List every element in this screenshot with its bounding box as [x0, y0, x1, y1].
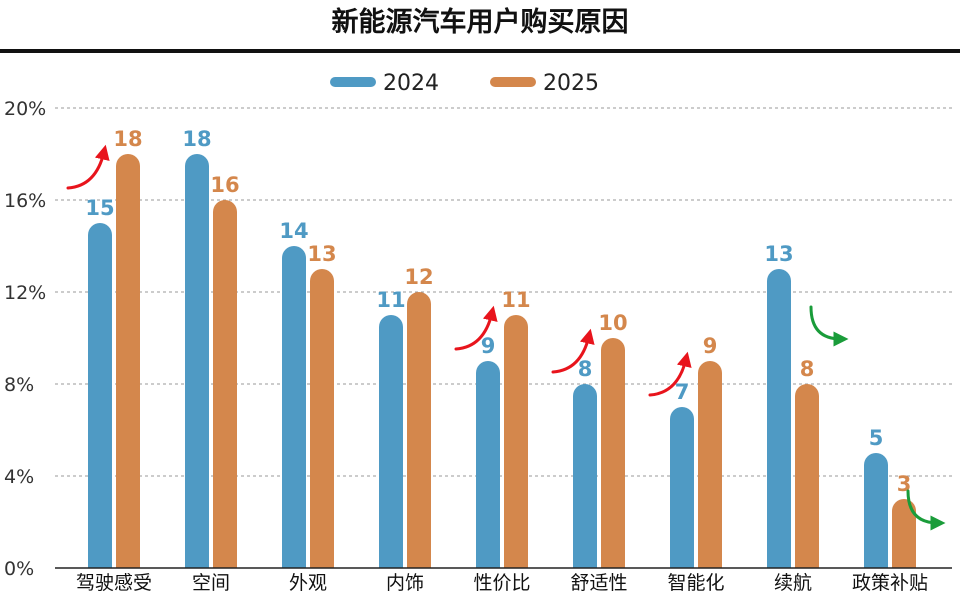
legend-swatch-2024 [330, 77, 376, 87]
bar-2024-3 [282, 246, 306, 568]
x-tick-label: 续航 [774, 572, 812, 594]
data-label-2024-8: 13 [764, 242, 793, 266]
x-tick-label: 内饰 [386, 572, 424, 594]
bars [88, 154, 916, 568]
bar-2024-9 [864, 453, 888, 568]
legend-label-2025: 2025 [543, 71, 599, 96]
data-label-2025-3: 13 [307, 242, 336, 266]
chart-title: 新能源汽车用户购买原因 [332, 6, 629, 38]
data-label-2025-4: 12 [404, 265, 433, 289]
y-tick-label: 20% [4, 98, 46, 120]
bar-2025-4 [407, 292, 431, 568]
y-tick-label: 12% [4, 282, 46, 304]
bar-2024-7 [670, 407, 694, 568]
y-tick-label: 8% [4, 374, 34, 396]
data-label-2024-5: 9 [481, 334, 496, 358]
down-trend-arrow-icon [809, 305, 849, 347]
data-label-2024-3: 14 [279, 219, 308, 243]
y-tick-label: 16% [4, 190, 46, 212]
bar-2025-6 [601, 338, 625, 568]
bar-2025-1 [116, 154, 140, 568]
data-label-2025-2: 16 [210, 173, 239, 197]
data-label-2025-8: 8 [800, 357, 815, 381]
bar-2025-5 [504, 315, 528, 568]
down-trend-arrow-icon [906, 489, 946, 531]
title-rule [0, 49, 960, 53]
up-trend-arrow-icon [648, 351, 692, 397]
x-tick-label: 智能化 [667, 572, 724, 594]
y-tick-label: 4% [4, 466, 34, 488]
bar-2024-2 [185, 154, 209, 568]
up-trend-arrow-icon [66, 144, 110, 190]
legend-label-2024: 2024 [383, 71, 439, 96]
x-tick-label: 空间 [192, 572, 230, 594]
data-label-2024-1: 15 [85, 196, 114, 220]
x-tick-label: 政策补贴 [852, 572, 928, 594]
legend: 2024 2025 [330, 71, 599, 96]
data-label-2025-7: 9 [703, 334, 718, 358]
y-tick-label: 0% [4, 558, 34, 580]
data-label-2024-6: 8 [578, 357, 593, 381]
bar-2025-9 [892, 499, 916, 568]
data-label-2025-1: 18 [113, 127, 142, 151]
bar-2024-6 [573, 384, 597, 568]
y-axis: 0% 4% 8% 12% 16% 20% [4, 98, 46, 580]
bar-2024-8 [767, 269, 791, 568]
legend-swatch-2025 [490, 77, 536, 87]
bar-2024-5 [476, 361, 500, 568]
x-tick-label: 性价比 [473, 572, 530, 594]
trend-arrows [66, 144, 946, 531]
data-label-2025-5: 11 [501, 288, 530, 312]
data-label-2024-4: 11 [376, 288, 405, 312]
data-label-2024-2: 18 [182, 127, 211, 151]
bar-2025-7 [698, 361, 722, 568]
bar-2025-8 [795, 384, 819, 568]
bar-2024-1 [88, 223, 112, 568]
x-tick-label: 驾驶感受 [76, 572, 152, 594]
bar-2025-2 [213, 200, 237, 568]
bar-2025-3 [310, 269, 334, 568]
data-label-2024-7: 7 [675, 380, 690, 404]
data-label-2025-6: 10 [598, 311, 627, 335]
up-trend-arrow-icon [454, 305, 498, 351]
x-tick-label: 外观 [289, 572, 327, 594]
x-tick-label: 舒适性 [570, 572, 627, 594]
x-axis: 驾驶感受 空间 外观 内饰 性价比 舒适性 智能化 续航 政策补贴 [55, 567, 952, 594]
up-trend-arrow-icon [551, 328, 595, 374]
data-label-2024-9: 5 [869, 426, 884, 450]
bar-2024-4 [379, 315, 403, 568]
